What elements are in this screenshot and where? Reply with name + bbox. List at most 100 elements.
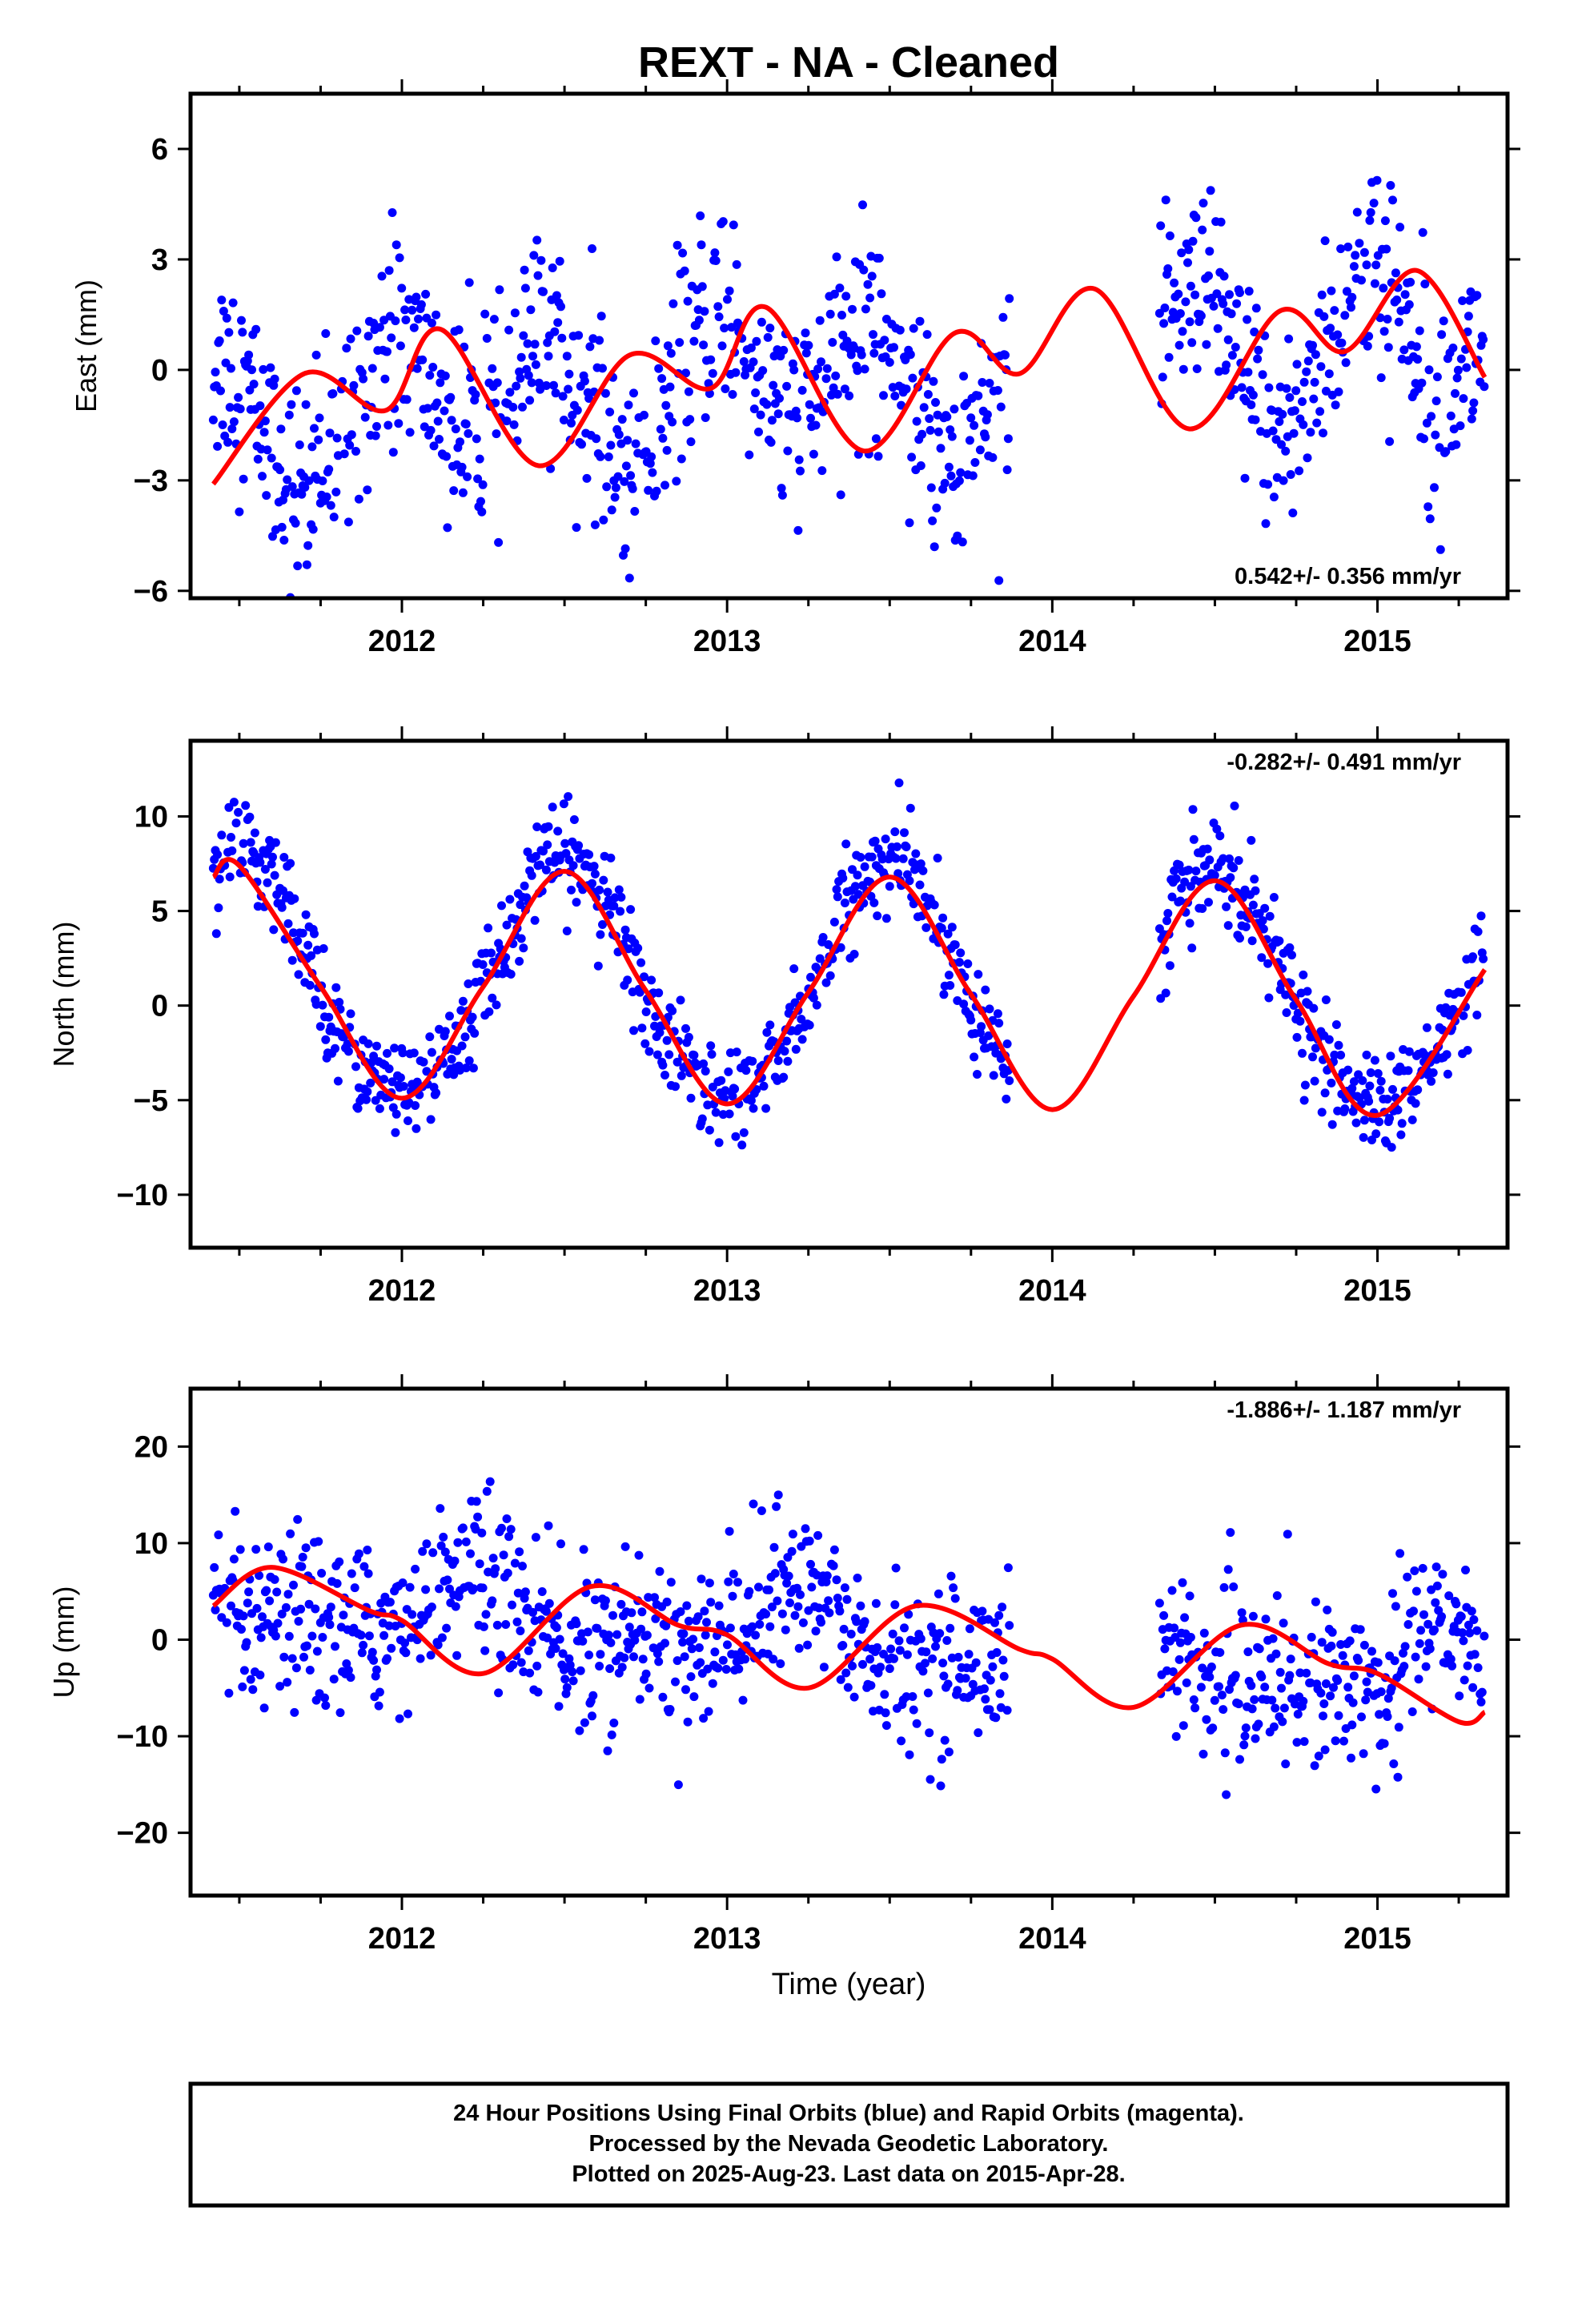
up-point <box>1399 1648 1407 1658</box>
east-point <box>458 488 468 497</box>
east-point <box>857 350 866 360</box>
east-point <box>1205 247 1215 256</box>
up-point <box>1182 1678 1191 1687</box>
north-point <box>963 959 973 968</box>
north-point <box>398 1048 408 1058</box>
north-point <box>797 1035 807 1044</box>
north-point <box>321 1035 331 1044</box>
north-point <box>1375 1117 1384 1127</box>
east-point <box>1284 334 1294 344</box>
north-point <box>1258 916 1267 925</box>
north-point <box>647 975 656 985</box>
up-point <box>1395 1549 1405 1558</box>
up-point <box>699 1714 709 1723</box>
north-point <box>993 1009 1002 1019</box>
north-point <box>333 1076 343 1086</box>
east-point <box>222 313 231 323</box>
north-point <box>677 1071 686 1080</box>
north-point <box>701 1067 710 1076</box>
up-point <box>848 1661 857 1671</box>
up-point <box>937 1755 946 1764</box>
up-point <box>1376 1687 1386 1696</box>
east-point <box>696 211 705 220</box>
north-point <box>821 978 831 987</box>
up-point <box>1174 1655 1184 1664</box>
east-point <box>1291 386 1301 396</box>
up-point <box>369 1655 379 1665</box>
up-point <box>1299 1737 1309 1747</box>
east-point <box>974 391 983 400</box>
up-point <box>814 1603 824 1613</box>
east-point <box>388 448 398 457</box>
east-point <box>510 308 520 318</box>
east-point <box>596 312 606 321</box>
north-point <box>369 1051 379 1061</box>
north-point <box>609 901 619 911</box>
up-point <box>1210 1695 1219 1705</box>
north-point <box>791 1044 801 1054</box>
north-point <box>641 1007 651 1016</box>
up-point <box>1431 1598 1440 1607</box>
east-rate-label: 0.542+/- 0.356 mm/yr <box>1235 564 1461 589</box>
east-point <box>525 396 535 405</box>
north-point <box>458 996 468 1006</box>
east-point <box>1327 286 1336 296</box>
up-point <box>1219 1705 1228 1715</box>
east-point <box>564 384 573 394</box>
up-point <box>426 1651 436 1660</box>
east-point <box>1352 207 1362 217</box>
east-point <box>367 364 377 373</box>
north-point <box>1349 1077 1359 1087</box>
east-point <box>1219 271 1229 281</box>
north-point <box>1411 1099 1420 1108</box>
up-point <box>1359 1749 1368 1759</box>
up-point <box>572 1619 581 1629</box>
north-point <box>985 1004 994 1014</box>
north-point <box>1404 1047 1414 1056</box>
caption-box: 24 Hour Positions Using Final Orbits (bl… <box>188 2081 1510 2208</box>
north-point <box>1203 844 1212 854</box>
up-point <box>796 1590 805 1599</box>
up-point <box>1345 1636 1355 1646</box>
east-point <box>936 444 946 453</box>
up-point <box>516 1626 525 1635</box>
up-point <box>554 1702 564 1711</box>
up-point <box>1302 1668 1311 1678</box>
north-point <box>783 1056 793 1066</box>
up-point <box>901 1692 911 1702</box>
north-point <box>946 981 955 990</box>
up-point <box>588 1711 596 1721</box>
up-point <box>1154 1598 1164 1608</box>
east-point <box>757 317 766 327</box>
north-point <box>488 993 497 1003</box>
east-point <box>572 405 582 415</box>
east-point <box>640 410 648 420</box>
east-point <box>262 491 271 501</box>
north-point <box>818 933 828 942</box>
north-point <box>1463 1046 1472 1055</box>
east-point <box>1446 411 1456 420</box>
north-point <box>1366 1068 1375 1077</box>
north-point <box>1386 1051 1395 1061</box>
north-point <box>1320 1088 1330 1098</box>
up-point <box>279 1652 289 1662</box>
up-point <box>318 1633 327 1642</box>
north-point <box>396 1073 405 1083</box>
up-point <box>499 1550 508 1560</box>
east-point <box>339 449 349 459</box>
east-point <box>1196 311 1206 320</box>
up-point <box>703 1664 713 1674</box>
up-point <box>558 1649 568 1659</box>
up-point <box>374 1701 383 1711</box>
north-point <box>1175 896 1185 906</box>
east-point <box>1310 377 1319 387</box>
east-point <box>351 447 360 456</box>
east-point <box>229 417 239 427</box>
up-point <box>723 1640 732 1650</box>
up-point <box>251 1545 261 1554</box>
east-y-tick-label: −6 <box>134 575 168 609</box>
up-point <box>384 1621 394 1630</box>
up-point <box>754 1582 763 1592</box>
north-point <box>749 1104 758 1113</box>
east-point <box>1388 195 1397 205</box>
